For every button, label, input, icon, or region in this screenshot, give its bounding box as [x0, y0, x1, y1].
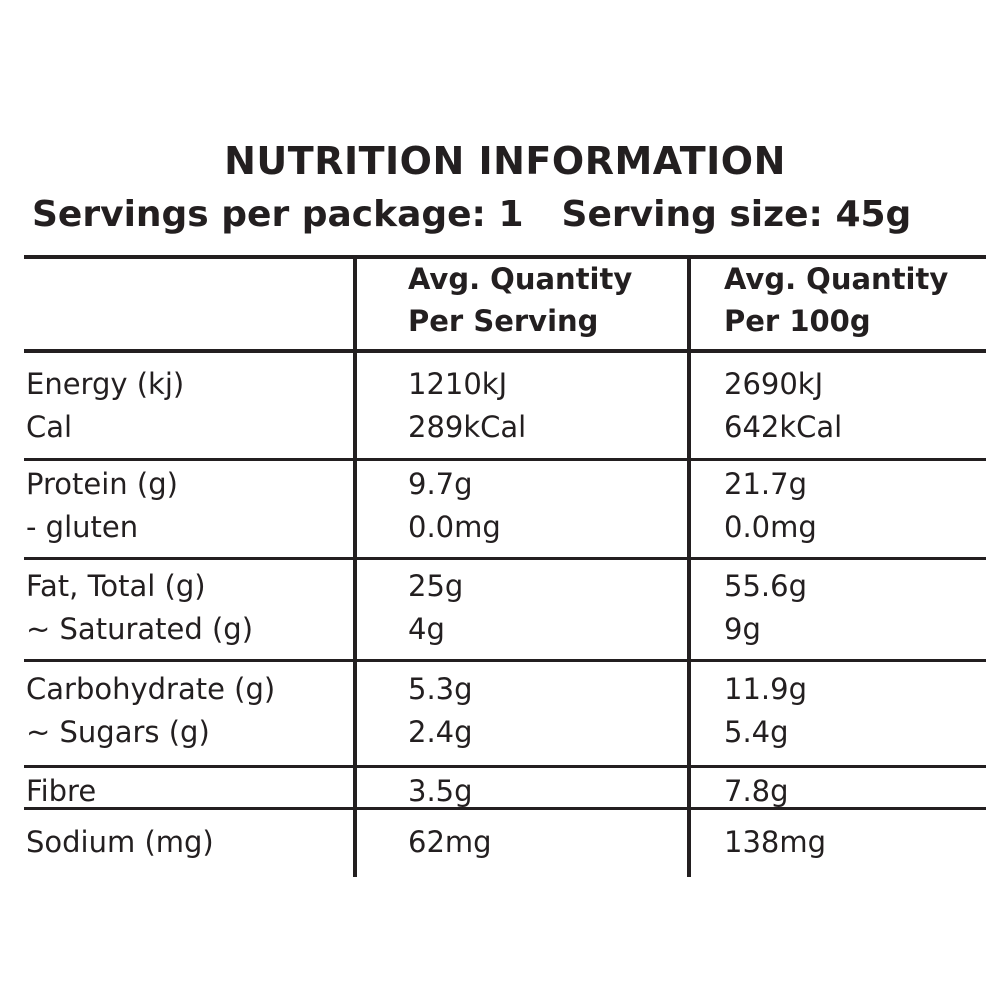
nutrient-name: Sodium (mg) — [26, 825, 214, 859]
per-serving-value: 289kCal — [408, 410, 527, 444]
column-divider-2 — [687, 255, 691, 877]
carbohydrate-group-rule — [24, 765, 986, 768]
fibre-row-rule — [24, 807, 986, 810]
protein-group-rule — [24, 557, 986, 560]
nutrient-name: Carbohydrate (g) — [26, 672, 276, 706]
column-divider-1 — [353, 255, 357, 877]
servings-per-package: Servings per package: 1 — [32, 194, 524, 235]
per-100g-value: 7.8g — [724, 774, 789, 808]
serving-info: Servings per package: 1 Serving size: 45g — [32, 192, 911, 238]
table-top-rule — [24, 255, 986, 259]
per-serving-value: 5.3g — [408, 672, 473, 706]
nutrient-name: - gluten — [26, 510, 139, 544]
nutrient-name: Energy (kj) — [26, 367, 185, 401]
per-serving-header-line2: Per Serving — [408, 304, 599, 338]
per-serving-value: 2.4g — [408, 715, 473, 749]
per-100g-value: 5.4g — [724, 715, 789, 749]
nutrient-name: ~ Saturated (g) — [26, 612, 254, 646]
panel-title: NUTRITION INFORMATION — [224, 139, 786, 183]
nutrient-name: Fibre — [26, 774, 97, 808]
per-100g-value: 21.7g — [724, 467, 807, 501]
header-bottom-rule — [24, 349, 986, 353]
per-serving-value: 9.7g — [408, 467, 473, 501]
per-serving-value: 25g — [408, 569, 464, 603]
nutrient-name: Fat, Total (g) — [26, 569, 206, 603]
per-serving-header-line1: Avg. Quantity — [408, 262, 633, 296]
per-100g-value: 0.0mg — [724, 510, 817, 544]
fat-group-rule — [24, 659, 986, 662]
per-100g-value: 2690kJ — [724, 367, 824, 401]
per-100g-header-line1: Avg. Quantity — [724, 262, 949, 296]
per-100g-header-line2: Per 100g — [724, 304, 871, 338]
per-serving-value: 0.0mg — [408, 510, 501, 544]
per-100g-value: 138mg — [724, 825, 827, 859]
energy-group-rule — [24, 458, 986, 461]
per-serving-value: 1210kJ — [408, 367, 508, 401]
nutrient-name: ~ Sugars (g) — [26, 715, 210, 749]
nutrient-name: Protein (g) — [26, 467, 178, 501]
per-100g-value: 9g — [724, 612, 761, 646]
per-serving-value: 3.5g — [408, 774, 473, 808]
per-100g-value: 11.9g — [724, 672, 807, 706]
per-100g-value: 55.6g — [724, 569, 807, 603]
nutrient-name: Cal — [26, 410, 73, 444]
per-serving-value: 62mg — [408, 825, 492, 859]
per-100g-value: 642kCal — [724, 410, 843, 444]
serving-size: Serving size: 45g — [561, 194, 912, 235]
per-serving-value: 4g — [408, 612, 445, 646]
